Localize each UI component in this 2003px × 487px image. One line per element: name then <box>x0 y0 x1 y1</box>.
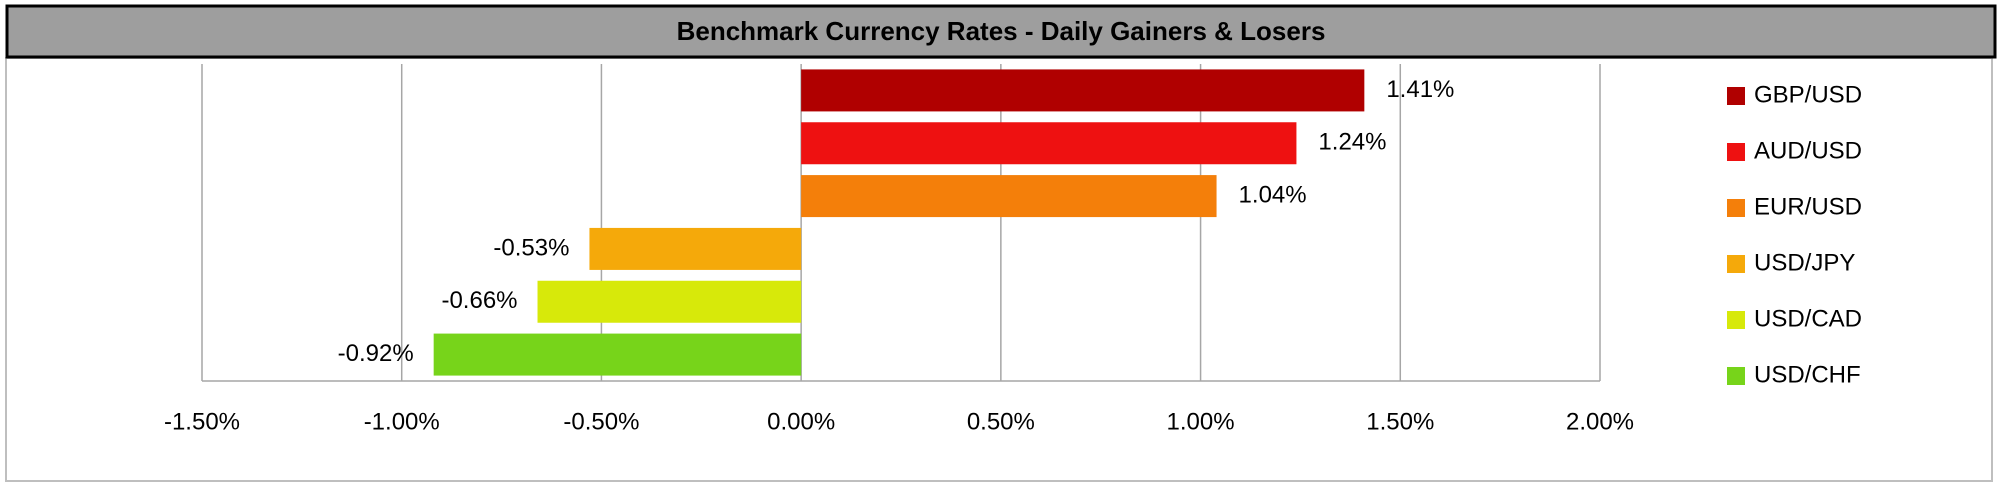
legend-swatch <box>1727 143 1745 161</box>
x-tick-label: 1.50% <box>1366 408 1434 435</box>
value-label: -0.53% <box>493 234 569 261</box>
bar <box>537 280 802 323</box>
bar <box>801 175 1217 218</box>
legend-label: USD/CAD <box>1754 305 1862 332</box>
legend-swatch <box>1727 87 1745 105</box>
legend-label: USD/CHF <box>1754 361 1861 388</box>
legend-label: USD/JPY <box>1754 249 1855 276</box>
bar <box>801 122 1297 165</box>
x-tick-label: -0.50% <box>563 408 639 435</box>
value-label: -0.66% <box>441 287 517 314</box>
legend-label: AUD/USD <box>1754 137 1862 164</box>
legend-swatch <box>1727 199 1745 217</box>
x-tick-label: 2.00% <box>1566 408 1634 435</box>
bar <box>801 69 1365 112</box>
x-tick-label: -1.00% <box>364 408 440 435</box>
x-tick-label: 0.00% <box>767 408 835 435</box>
value-label: 1.04% <box>1239 181 1307 208</box>
chart-title: Benchmark Currency Rates - Daily Gainers… <box>677 16 1326 46</box>
legend-label: GBP/USD <box>1754 81 1862 108</box>
bar <box>589 227 802 270</box>
value-label: 1.24% <box>1318 129 1386 156</box>
bar <box>433 333 802 376</box>
legend-swatch <box>1727 367 1745 385</box>
x-tick-label: 1.00% <box>1167 408 1235 435</box>
x-tick-label: 0.50% <box>967 408 1035 435</box>
legend-swatch <box>1727 311 1745 329</box>
value-label: 1.41% <box>1386 76 1454 103</box>
value-label: -0.92% <box>338 340 414 367</box>
x-tick-label: -1.50% <box>164 408 240 435</box>
legend-swatch <box>1727 255 1745 273</box>
legend-label: EUR/USD <box>1754 193 1862 220</box>
title-bar <box>5 4 1997 59</box>
